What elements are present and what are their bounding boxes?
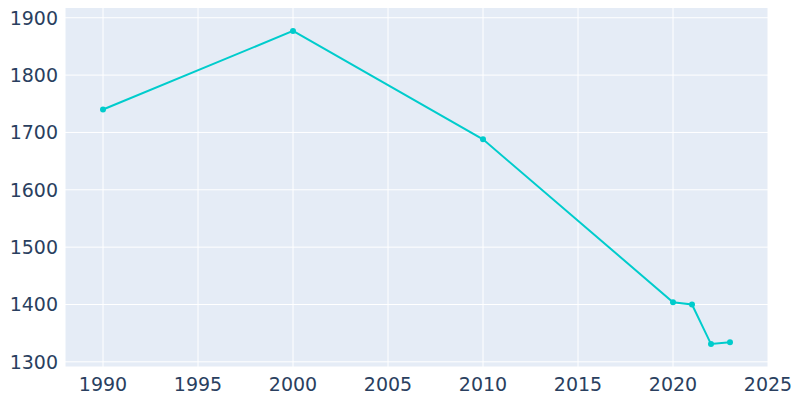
- x-grid-line: [768, 8, 769, 367]
- y-tick-label: 1500: [10, 236, 58, 258]
- x-grid-line: [293, 8, 294, 367]
- marker: [100, 107, 106, 113]
- y-grid-line: [65, 75, 768, 76]
- marker: [290, 28, 296, 34]
- marker: [708, 341, 714, 347]
- x-grid-line: [388, 8, 389, 367]
- plot-area: [100, 28, 733, 347]
- y-grid-line: [65, 17, 768, 18]
- x-tick-label: 2010: [459, 373, 507, 395]
- x-tick-label: 2015: [554, 373, 602, 395]
- x-tick-label: 2020: [649, 373, 697, 395]
- line: [103, 31, 730, 344]
- y-tick-label: 1900: [10, 7, 58, 29]
- y-grid-line: [65, 247, 768, 248]
- x-tick-label: 1995: [174, 373, 222, 395]
- y-grid-line: [65, 132, 768, 133]
- marker: [727, 339, 733, 345]
- y-axis-line: [65, 8, 66, 367]
- x-tick-label: 2025: [744, 373, 792, 395]
- marker: [670, 299, 676, 305]
- x-tick-label: 2000: [269, 373, 317, 395]
- y-grid-line: [65, 304, 768, 305]
- y-tick-label: 1700: [10, 121, 58, 143]
- x-grid-line: [673, 8, 674, 367]
- y-tick-label: 1800: [10, 64, 58, 86]
- y-grid-line: [65, 189, 768, 190]
- y-tick-label: 1600: [10, 179, 58, 201]
- chart: 1300 1400 1500 1600 1700 1800 1900 1990 1995 2000…: [0, 0, 800, 400]
- x-tick-label: 2005: [364, 373, 412, 395]
- y-tick-label: 1400: [10, 293, 58, 315]
- x-grid-line: [103, 8, 104, 367]
- x-grid-line: [198, 8, 199, 367]
- y-grid-line: [65, 361, 768, 362]
- x-axis-line: [65, 367, 768, 368]
- y-tick-label: 1300: [10, 351, 58, 373]
- plot-background: [65, 8, 768, 367]
- x-grid-line: [578, 8, 579, 367]
- x-tick-label: 1990: [79, 373, 127, 395]
- marker: [480, 136, 486, 142]
- marker: [689, 301, 695, 307]
- x-grid-line: [483, 8, 484, 367]
